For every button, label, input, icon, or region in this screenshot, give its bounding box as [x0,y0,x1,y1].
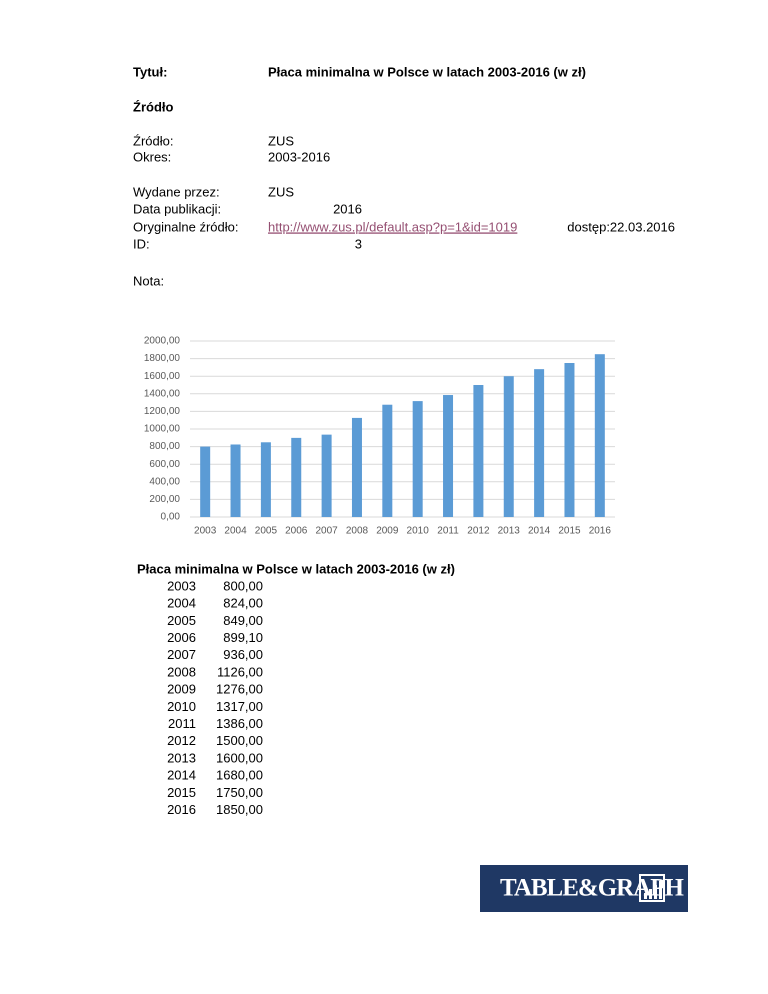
table-year: 2012 [167,733,196,748]
bar [260,442,271,517]
table-value: 1126,00 [217,664,263,679]
table-value: 824,00 [223,596,263,611]
x-tick-label: 2009 [376,526,399,537]
table-value: 1500,00 [216,733,263,748]
table-year: 2003 [167,578,196,593]
x-tick-label: 2006 [285,526,308,537]
x-tick-label: 2010 [407,526,430,537]
table-year: 2015 [167,785,196,800]
meta-label: ID: [133,236,150,251]
y-tick-label: 1000,00 [144,424,181,435]
meta-value: 2016 [333,201,362,216]
x-tick-label: 2003 [194,526,217,537]
y-tick-label: 200,00 [149,494,180,505]
table-value: 936,00 [223,647,263,662]
bar [443,395,454,517]
table-value: 800,00 [223,578,263,593]
table-year: 2010 [167,699,196,714]
table-value: 849,00 [223,613,263,628]
y-tick-label: 600,00 [149,459,180,470]
x-tick-label: 2016 [589,526,612,537]
note-label: Nota: [133,273,164,288]
y-tick-label: 400,00 [149,476,180,487]
table-value: 1600,00 [216,750,263,765]
bar [412,401,423,517]
table-year: 2004 [167,596,196,611]
x-tick-label: 2011 [437,526,459,537]
meta-label: Oryginalne źródło: [133,219,239,234]
bar [291,437,302,517]
x-tick-label: 2008 [346,526,369,537]
table-year: 2016 [167,802,196,817]
title: Płaca minimalna w Polsce w latach 2003-2… [268,64,586,79]
bar [200,446,211,517]
table-value: 1386,00 [216,716,263,731]
y-tick-label: 1800,00 [144,353,181,364]
bar [594,354,605,517]
y-tick-label: 2000,00 [144,336,181,347]
y-tick-label: 800,00 [149,441,180,452]
meta-value: 3 [355,236,362,251]
y-tick-label: 1400,00 [144,388,181,399]
logo-icon [639,874,665,902]
bar [382,404,393,517]
x-tick-label: 2012 [467,526,490,537]
x-tick-label: 2015 [558,526,581,537]
table-value: 899,10 [223,630,263,645]
table-year: 2005 [167,613,196,628]
meta-label: Okres: [133,149,171,164]
x-tick-label: 2007 [315,526,338,537]
table-value: 1850,00 [216,802,263,817]
bar [503,376,514,517]
meta-value: ZUS [268,184,294,199]
table-year: 2006 [167,630,196,645]
x-tick-label: 2013 [498,526,521,537]
bar [230,444,241,517]
y-tick-label: 1600,00 [144,371,181,382]
table-value: 1276,00 [216,682,263,697]
table-value: 1750,00 [216,785,263,800]
bar [473,385,484,517]
table-value: 1317,00 [216,699,263,714]
title-label: Tytuł: [133,64,167,79]
meta-value: ZUS [268,133,294,148]
table-year: 2013 [167,750,196,765]
y-tick-label: 0,00 [161,512,181,523]
table-value: 1680,00 [216,768,263,783]
section-heading: Źródło [133,99,173,114]
bar [534,369,545,517]
y-tick-label: 1200,00 [144,406,181,417]
x-tick-label: 2004 [224,526,247,537]
x-tick-label: 2005 [255,526,278,537]
table-year: 2009 [167,682,196,697]
logo-box [480,865,688,912]
meta-label: Data publikacji: [133,201,221,216]
source-link[interactable]: http://www.zus.pl/default.asp?p=1&id=101… [268,219,517,234]
meta-value: 2003-2016 [268,149,330,164]
table-year: 2008 [167,664,196,679]
x-tick-label: 2014 [528,526,551,537]
table-year: 2011 [168,716,196,731]
meta-label: Źródło: [133,133,173,148]
table-title: Płaca minimalna w Polsce w latach 2003-2… [137,561,455,576]
bar [321,434,332,517]
bar [564,363,575,517]
access-date: dostęp:22.03.2016 [567,219,675,234]
table-year: 2007 [167,647,196,662]
bar [351,417,362,517]
table-year: 2014 [167,768,196,783]
meta-label: Wydane przez: [133,184,220,199]
